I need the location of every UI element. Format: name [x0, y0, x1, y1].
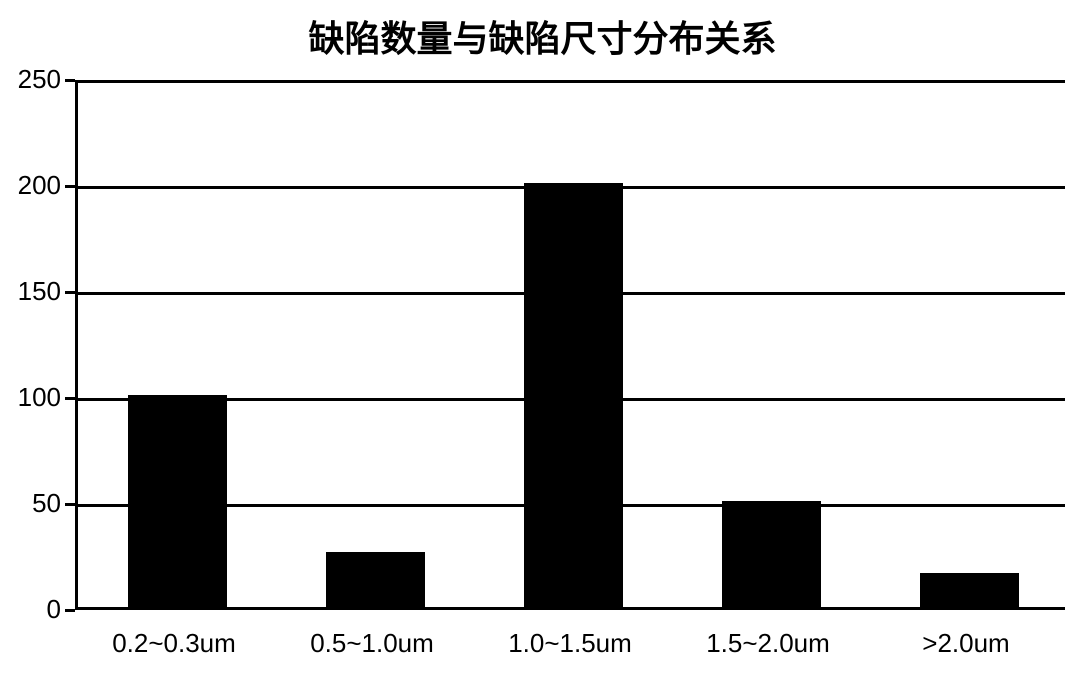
y-tick-label: 50 [1, 488, 61, 519]
bars-layer [78, 80, 1065, 607]
x-tick-label: >2.0um [867, 628, 1065, 659]
bar [920, 573, 1019, 607]
y-tick-label: 200 [1, 170, 61, 201]
y-tick-label: 100 [1, 382, 61, 413]
y-tick-mark [65, 291, 75, 294]
y-tick-mark [65, 609, 75, 612]
bar [326, 552, 425, 607]
bar [128, 395, 227, 607]
plot-area [78, 80, 1065, 607]
y-tick-mark [65, 185, 75, 188]
bar [722, 501, 821, 607]
chart-container: 缺陷数量与缺陷尺寸分布关系 0 50 100 150 200 250 0.2~0.3um0… [0, 0, 1085, 691]
y-tick-label: 250 [1, 64, 61, 95]
x-tick-label: 1.0~1.5um [471, 628, 669, 659]
x-tick-label: 0.5~1.0um [273, 628, 471, 659]
y-tick-mark [65, 397, 75, 400]
chart-title: 缺陷数量与缺陷尺寸分布关系 [0, 10, 1085, 62]
y-tick-label: 150 [1, 276, 61, 307]
x-tick-label: 0.2~0.3um [75, 628, 273, 659]
plot-frame [75, 80, 1065, 610]
y-tick-mark [65, 503, 75, 506]
y-tick-mark [65, 79, 75, 82]
y-tick-label: 0 [1, 594, 61, 625]
bar [524, 183, 623, 607]
x-tick-label: 1.5~2.0um [669, 628, 867, 659]
